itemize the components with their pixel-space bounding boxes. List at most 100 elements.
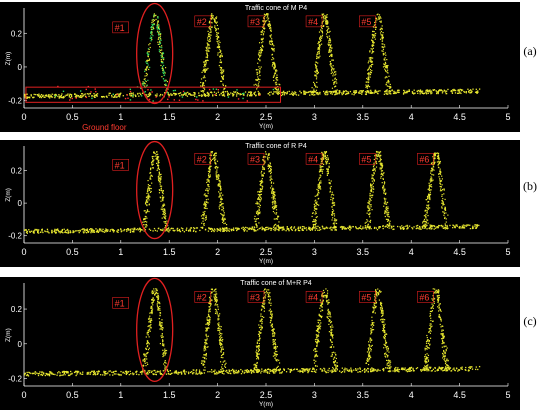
ground-point xyxy=(45,94,47,96)
cone-point xyxy=(153,13,155,15)
ground-point xyxy=(394,92,396,95)
cone-point xyxy=(157,20,159,22)
cone-point xyxy=(202,84,204,86)
cone-point xyxy=(321,31,324,33)
cone-point xyxy=(333,224,335,226)
ground-point xyxy=(119,374,121,376)
ground-point xyxy=(350,226,352,228)
ground-point xyxy=(89,371,91,374)
ground-point xyxy=(420,369,422,371)
cone-point xyxy=(444,224,447,226)
cone-point xyxy=(319,187,321,189)
cone-point xyxy=(266,156,268,158)
ground-point xyxy=(220,369,222,371)
cone-point xyxy=(320,160,323,163)
cone-point xyxy=(384,211,386,213)
ground-point xyxy=(251,226,253,228)
ground-point xyxy=(355,368,357,370)
cone-point xyxy=(274,202,276,204)
cone-point xyxy=(148,199,150,201)
cone-point xyxy=(277,91,279,93)
ground-point xyxy=(51,229,53,232)
cone-point xyxy=(383,190,385,193)
ground-point xyxy=(476,92,478,94)
cone-point xyxy=(217,176,219,178)
ground-point xyxy=(308,226,310,228)
cone-point xyxy=(332,201,334,203)
cone-point xyxy=(271,201,273,203)
cone-point xyxy=(317,47,319,49)
cone-point xyxy=(274,201,277,203)
cone-point xyxy=(376,153,378,155)
cone-point xyxy=(209,35,211,38)
ground-point xyxy=(397,91,399,94)
cone-point xyxy=(270,171,273,173)
ground-point xyxy=(402,227,405,230)
cone-point xyxy=(142,360,144,362)
ground-point xyxy=(54,94,56,96)
x-tick-label: 3.5 xyxy=(357,390,370,400)
cone-point xyxy=(152,21,154,23)
cone-point xyxy=(264,15,266,17)
ground-point xyxy=(351,93,353,95)
ground-point xyxy=(158,227,160,229)
ground-point xyxy=(109,374,111,376)
ground-point xyxy=(444,228,447,230)
cone-point xyxy=(147,179,149,182)
ground-point xyxy=(28,371,30,374)
cone-point xyxy=(386,82,388,84)
ground-point xyxy=(162,370,165,372)
cone-point xyxy=(209,165,211,167)
cone-point xyxy=(320,29,322,31)
cone-point xyxy=(224,222,226,224)
ground-point xyxy=(324,93,326,96)
ground-point xyxy=(460,368,462,370)
ground-point xyxy=(373,369,375,372)
cone-point xyxy=(147,193,150,195)
ground-point xyxy=(308,228,311,230)
ground-point xyxy=(80,93,83,95)
ground-point xyxy=(436,369,438,371)
cone-point xyxy=(269,26,271,28)
ground-point xyxy=(260,372,262,374)
cone-point xyxy=(221,221,224,223)
cone-point xyxy=(373,26,375,28)
cone-point xyxy=(331,87,334,89)
cone-point xyxy=(379,159,381,161)
cone-point xyxy=(206,54,208,56)
ground-point xyxy=(65,231,67,234)
ground-point xyxy=(357,368,359,370)
cone-point xyxy=(371,45,373,47)
cone-point xyxy=(422,227,424,229)
cone-point xyxy=(380,164,383,166)
ground-point xyxy=(44,374,46,377)
ground-point xyxy=(292,93,294,96)
cone-label-box xyxy=(112,21,129,34)
cone-point xyxy=(151,182,153,184)
cone-point xyxy=(267,159,269,161)
cone-point xyxy=(320,180,322,182)
ground-point xyxy=(458,90,460,92)
cone-point xyxy=(325,163,327,165)
ground-point xyxy=(228,228,230,230)
ground-point xyxy=(441,226,443,228)
cone-point xyxy=(160,189,162,191)
ground-point xyxy=(174,370,176,373)
cone-point xyxy=(146,331,148,334)
cone-point xyxy=(159,41,161,44)
cone-point xyxy=(271,53,274,56)
ground-point xyxy=(301,370,303,372)
cone-point xyxy=(164,359,166,362)
ground-point xyxy=(372,369,374,371)
cone-point xyxy=(381,166,383,168)
cone-point xyxy=(165,362,167,364)
cone-point xyxy=(424,223,426,225)
cone-point xyxy=(144,78,146,80)
ground-point xyxy=(211,371,213,373)
cone-point xyxy=(159,303,161,305)
ground-point xyxy=(442,366,444,369)
ground-point xyxy=(286,227,288,229)
cone-point xyxy=(263,168,265,170)
cone-point xyxy=(268,170,270,172)
cone-point xyxy=(257,85,259,88)
